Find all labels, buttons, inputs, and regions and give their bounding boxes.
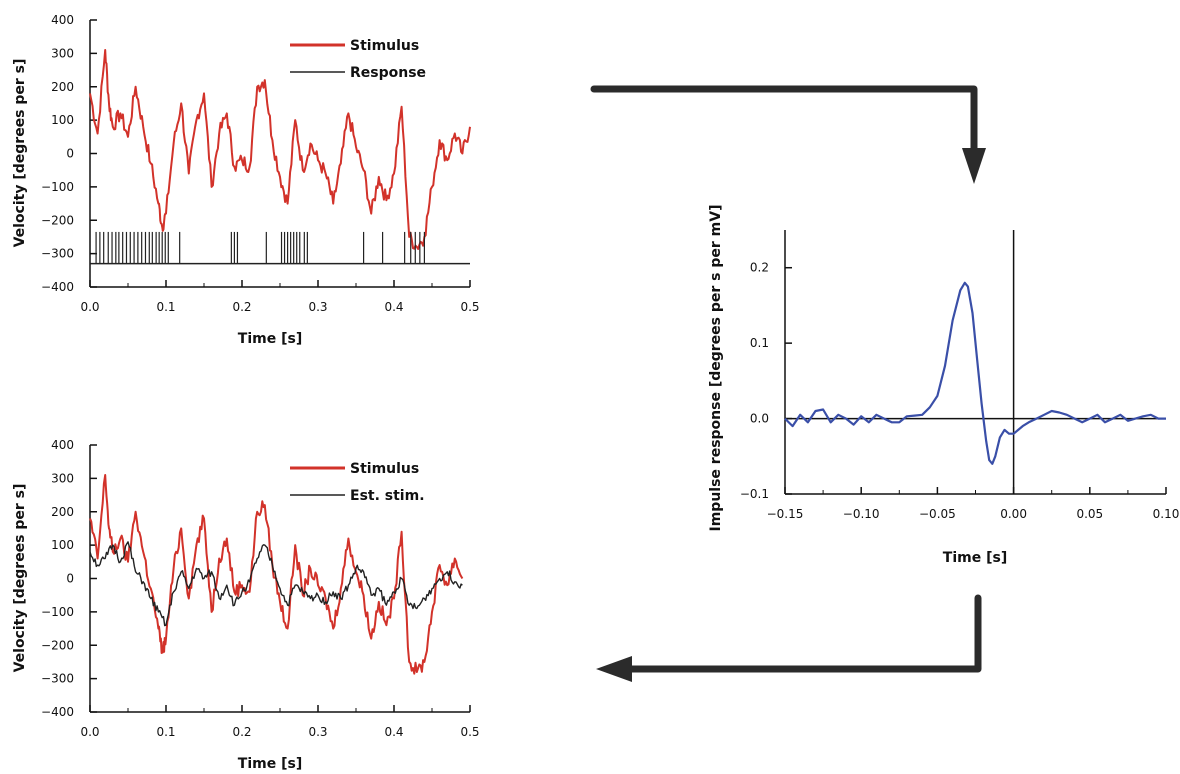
y-tick-label: 0.0	[750, 412, 769, 426]
y-tick-label: 100	[51, 113, 74, 127]
y-tick-label: −100	[41, 605, 74, 619]
flow-arrow-bottom	[596, 594, 982, 682]
y-tick-label: −400	[41, 280, 74, 294]
y-tick-label: 400	[51, 438, 74, 452]
x-tick-label: 0.5	[460, 300, 479, 314]
x-tick-label: 0.4	[384, 725, 403, 739]
y-tick-label: −300	[41, 672, 74, 686]
x-tick-label: −0.10	[843, 507, 880, 521]
y-tick-label: 200	[51, 80, 74, 94]
y-axis-title: Velocity [degrees per s]	[12, 59, 28, 248]
x-tick-label: −0.05	[919, 507, 956, 521]
x-axis-title: Time [s]	[238, 331, 302, 347]
x-tick-label: 0.3	[308, 725, 327, 739]
legend-label-stimulus: Stimulus	[350, 38, 419, 54]
y-tick-label: −100	[41, 180, 74, 194]
legend-label-stimulus: Stimulus	[350, 461, 419, 477]
x-tick-label: 0.2	[232, 300, 251, 314]
y-tick-label: 300	[51, 46, 74, 60]
x-tick-label: 0.1	[156, 725, 175, 739]
y-tick-label: 300	[51, 471, 74, 485]
y-tick-label: −200	[41, 213, 74, 227]
y-axis-title: Velocity [degrees per s]	[12, 484, 28, 673]
x-tick-label: 0.1	[156, 300, 175, 314]
x-tick-label: 0.0	[80, 725, 99, 739]
legend: Stimulus Response	[290, 38, 426, 81]
x-tick-label: 0.5	[460, 725, 479, 739]
legend: Stimulus Est. stim.	[290, 461, 425, 504]
x-axis-title: Time [s]	[238, 756, 302, 772]
x-axis-title: Time [s]	[943, 550, 1007, 566]
y-tick-label: 0.1	[750, 336, 769, 350]
x-tick-label: −0.15	[767, 507, 804, 521]
y-tick-label: −0.1	[740, 487, 769, 501]
y-tick-label: −300	[41, 247, 74, 261]
y-tick-label: −400	[41, 705, 74, 719]
flow-arrow-top	[590, 85, 986, 184]
x-tick-label: 0.4	[384, 300, 403, 314]
x-tick-label: 0.10	[1153, 507, 1180, 521]
x-tick-label: 0.05	[1076, 507, 1103, 521]
y-tick-label: −200	[41, 638, 74, 652]
legend-label-response: Response	[350, 65, 426, 81]
y-tick-label: 0.2	[750, 261, 769, 275]
y-tick-label: 0	[66, 572, 74, 586]
y-axis-title: Impulse response [degrees per s per mV]	[708, 205, 724, 532]
y-tick-label: 200	[51, 505, 74, 519]
x-tick-label: 0.3	[308, 300, 327, 314]
y-tick-label: 100	[51, 538, 74, 552]
series-line-stimulus	[89, 474, 464, 675]
chart-top-left: Time [s] Velocity [degrees per s] 0.0 0.1…	[12, 13, 480, 347]
y-tick-label: 400	[51, 13, 74, 27]
series-line-impulse-response	[784, 281, 1166, 465]
series-line-est-stim	[89, 541, 463, 627]
chart-bottom-left: Time [s] Velocity [degrees per s] 0.0 0.1…	[12, 438, 480, 772]
x-tick-label: 0.00	[1000, 507, 1027, 521]
series-line-stimulus	[89, 49, 471, 250]
legend-label-est-stim: Est. stim.	[350, 488, 425, 504]
x-tick-label: 0.0	[80, 300, 99, 314]
chart-impulse-response: Time [s] Impulse response [degrees per s…	[708, 205, 1179, 566]
x-tick-label: 0.2	[232, 725, 251, 739]
y-tick-label: 0	[66, 147, 74, 161]
